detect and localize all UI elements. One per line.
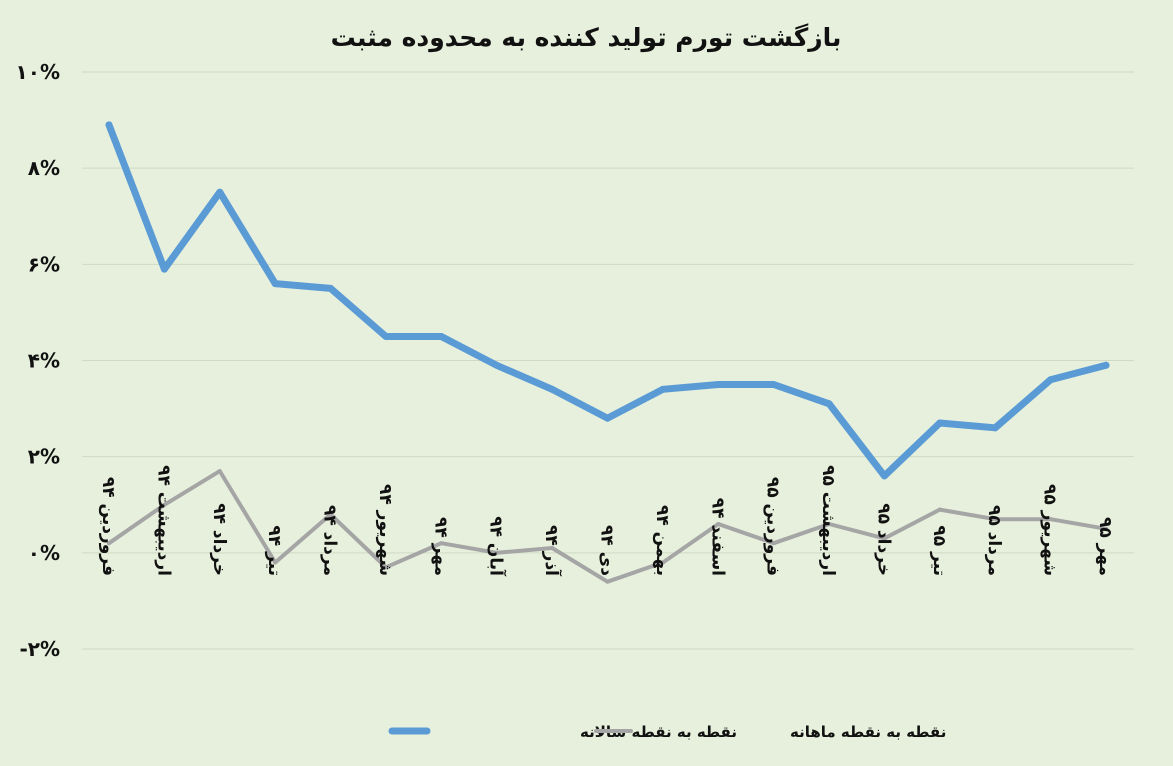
y-axis-ticks: ۱۰% ۸% ۶% ۴% ۲% ۰% -۲% — [16, 60, 60, 661]
data-point — [993, 517, 998, 522]
data-point — [1104, 526, 1108, 531]
x-tick-label: مهر ۹۴ — [430, 517, 450, 576]
x-tick-label: اسفند ۹۴ — [707, 498, 727, 576]
data-point — [327, 284, 335, 292]
series-line — [105, 121, 1110, 480]
data-point — [1102, 361, 1110, 369]
data-point — [882, 536, 887, 541]
data-point — [271, 280, 279, 288]
y-tick-label: ۶% — [28, 252, 60, 276]
x-tick-label: تیر ۹۴ — [264, 525, 284, 576]
x-tick-label: مرداد ۹۵ — [984, 505, 1004, 576]
y-tick-label: ۲% — [28, 445, 60, 469]
x-tick-label: مرداد ۹۴ — [320, 505, 340, 576]
x-axis-ticks: فروردین ۹۴ اردیبهشت ۹۴ خرداد ۹۴ تیر ۹۴ مرداد… — [98, 465, 1115, 577]
data-point — [659, 385, 667, 393]
data-point — [604, 414, 611, 422]
series-lines — [105, 121, 1110, 584]
x-tick-label: فروردین ۹۴ — [98, 477, 118, 576]
data-point — [771, 541, 776, 546]
x-tick-label: فروردین ۹۵ — [763, 477, 783, 576]
y-tick-label: ۸% — [28, 156, 60, 180]
x-tick-label: اردیبهشت ۹۵ — [818, 465, 838, 576]
data-point — [937, 507, 942, 512]
y-tick-label: ۴% — [28, 349, 60, 373]
x-tick-label: خرداد ۹۴ — [209, 503, 229, 576]
x-tick-label: شهریور ۹۵ — [1040, 484, 1060, 576]
x-tick-label: شهریور ۹۴ — [375, 484, 395, 576]
data-point — [660, 560, 665, 565]
x-tick-label: آذر ۹۴ — [541, 525, 563, 577]
data-point — [160, 265, 168, 273]
x-tick-label: بهمن ۹۴ — [652, 505, 672, 576]
legend-label: نقطه به نقطه ماهانه — [790, 723, 946, 741]
data-point — [217, 469, 222, 474]
data-point — [382, 332, 390, 340]
x-tick-label: دی ۹۴ — [597, 525, 617, 576]
x-tick-label: خرداد ۹۵ — [873, 503, 893, 576]
data-point — [880, 472, 888, 480]
data-point — [716, 521, 721, 526]
data-point — [162, 502, 167, 507]
data-point — [273, 560, 278, 565]
x-tick-label: اردیبهشت ۹۴ — [153, 465, 173, 576]
data-point — [991, 424, 999, 432]
data-point — [105, 121, 113, 129]
data-point — [1047, 376, 1055, 384]
data-point — [605, 579, 610, 584]
data-point — [1048, 517, 1053, 522]
data-point — [437, 332, 445, 340]
data-point — [714, 381, 722, 389]
data-point — [825, 400, 833, 408]
y-tick-label: ۱۰% — [16, 60, 60, 84]
data-point — [827, 521, 832, 526]
data-point — [216, 188, 224, 196]
legend: نقطه به نقطه سالانه نقطه به نقطه ماهانه — [388, 723, 946, 741]
data-point — [439, 541, 444, 546]
data-point — [107, 541, 111, 546]
data-point — [494, 550, 499, 555]
data-point — [770, 381, 778, 389]
gridlines — [82, 71, 1134, 650]
data-point — [328, 512, 333, 517]
data-point — [548, 385, 556, 393]
data-point — [550, 546, 555, 551]
x-tick-label: آبان ۹۴ — [486, 516, 508, 577]
data-point — [383, 565, 388, 570]
x-tick-label: تیر ۹۵ — [929, 525, 949, 576]
x-tick-label: مهر ۹۵ — [1095, 517, 1115, 576]
chart-title: بازگشت تورم تولید کننده به محدوده مثبت — [331, 23, 842, 53]
legend-label: نقطه به نقطه سالانه — [580, 723, 737, 741]
data-point — [493, 361, 501, 369]
y-tick-label: -۲% — [19, 637, 60, 661]
data-point — [936, 419, 944, 427]
y-tick-label: ۰% — [28, 541, 60, 565]
